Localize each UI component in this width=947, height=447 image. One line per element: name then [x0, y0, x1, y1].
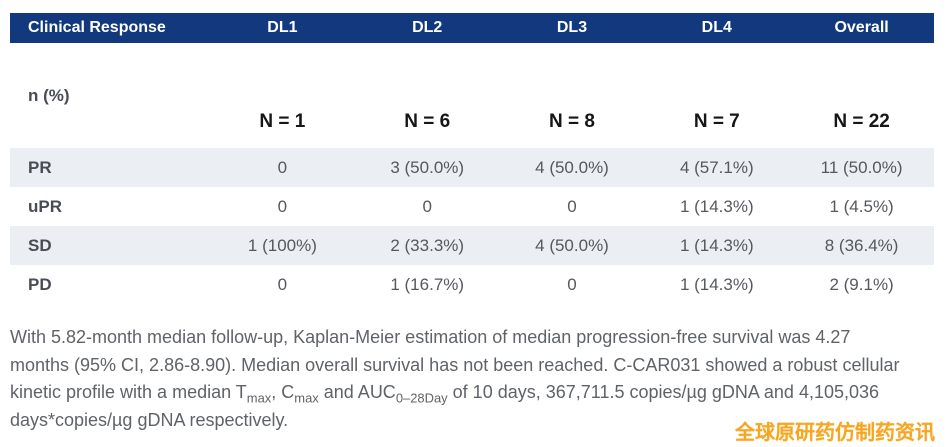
summary-paragraph: With 5.82-month median follow-up, Kaplan… [10, 327, 900, 430]
table-row-n: n (%) N = 1 N = 6 N = 8 N = 7 N = 22 [10, 43, 934, 148]
table-row-upr: uPR 0 0 0 1 (14.3%) 1 (4.5%) [10, 187, 934, 226]
cell-value: 1 (4.5%) [829, 196, 894, 216]
row-label-sd: SD [28, 235, 52, 255]
cell-value: 1 (14.3%) [679, 196, 754, 216]
cell-value: 4 (50.0%) [535, 235, 609, 255]
cell-value: 4 (50.0%) [535, 157, 609, 177]
cell-value: 11 (50.0%) [820, 157, 903, 177]
table-header-row: Clinical Response DL1 DL2 DL3 DL4 Overal… [10, 13, 934, 43]
header-cell-dl2: DL2 [412, 19, 443, 36]
row-label-pr: PR [28, 157, 52, 177]
table-row-pr: PR 0 3 (50.0%) 4 (50.0%) 4 (57.1%) 11 (5… [10, 148, 934, 187]
cell-value: 0 [277, 274, 288, 294]
cell-value: 2 (33.3%) [390, 235, 465, 255]
cell-value: 8 (36.4%) [824, 235, 899, 255]
cell-value: 0 [422, 196, 432, 216]
header-cell-dl4: DL4 [701, 19, 732, 36]
n-value: N = 7 [693, 111, 740, 132]
header-cell-dl3: DL3 [556, 19, 588, 36]
row-label-pd: PD [28, 274, 52, 294]
cell-value: 3 (50.0%) [390, 157, 465, 177]
cell-value: 0 [277, 196, 288, 216]
cell-value: 1 (100%) [247, 235, 317, 255]
table-row-pd: PD 0 1 (16.7%) 0 1 (14.3%) 2 (9.1%) [10, 265, 934, 304]
header-cell-dl1: DL1 [267, 19, 298, 36]
n-value: N = 1 [259, 111, 306, 132]
n-value: N = 22 [833, 111, 890, 132]
n-value: N = 6 [404, 111, 451, 132]
cell-value: 0 [567, 196, 577, 216]
cell-value: 1 (14.3%) [679, 235, 754, 255]
cell-value: 1 (14.3%) [679, 274, 754, 294]
cell-value: 0 [277, 157, 288, 177]
cell-value: 4 (57.1%) [679, 157, 754, 177]
n-value: N = 8 [549, 111, 595, 132]
cell-value: 1 (16.7%) [390, 274, 465, 294]
table-row-sd: SD 1 (100%) 2 (33.3%) 4 (50.0%) 1 (14.3%… [10, 226, 934, 265]
cell-value: 0 [567, 274, 577, 294]
header-cell-overall: Overall [834, 19, 889, 36]
row-label-n: n (%) [28, 85, 70, 105]
watermark-text: 全球原研药仿制药资讯 [735, 422, 935, 444]
header-cell-clinical-response: Clinical Response [28, 19, 166, 36]
cell-value: 2 (9.1%) [829, 274, 894, 294]
row-label-upr: uPR [28, 196, 62, 216]
clinical-response-table: Clinical Response DL1 DL2 DL3 DL4 Overal… [10, 13, 934, 304]
